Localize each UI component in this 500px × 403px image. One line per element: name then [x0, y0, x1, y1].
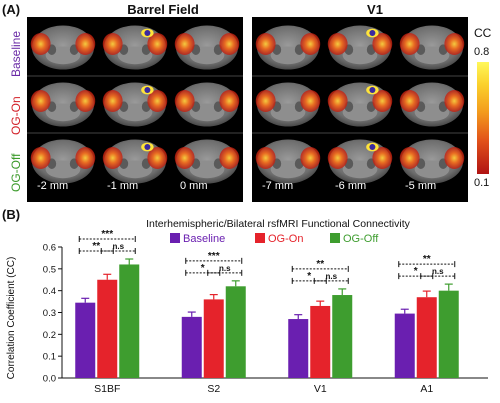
significance-label: n.s [432, 267, 444, 276]
panel-b-label: (B) [2, 207, 21, 222]
y-axis-label: Correlation Coefficient (CC) [6, 257, 17, 380]
bf-slice-r1-c1 [30, 25, 96, 70]
depth-label-bf-1: -2 mm [37, 180, 69, 192]
barrel-field-mri-grid [27, 17, 243, 202]
x-tick-label-s2: S2 [207, 383, 220, 395]
v1-mri-grid [252, 17, 468, 202]
significance-label: *** [101, 229, 113, 240]
bar-og-off-s2 [225, 286, 246, 378]
bf-slice-r3-c3 [174, 139, 240, 184]
colorbar-min-label: 0.1 [474, 177, 490, 189]
depth-label-bf-2: -1 mm [107, 180, 139, 192]
y-tick-label: 0.6 [43, 243, 56, 254]
bf-slice-r1-c3 [174, 25, 240, 70]
barrel-field-title: Barrel Field [127, 2, 199, 17]
v1-title: V1 [367, 2, 383, 17]
bar-og-off-v1 [332, 295, 353, 378]
significance-label: ** [92, 241, 100, 252]
row-label-og-off: OG-Off [9, 153, 23, 192]
bar-baseline-s1bf [75, 302, 96, 378]
v1-slice-r2-c3 [399, 82, 465, 127]
connectivity-bar-chart: Interhemispheric/Bilateral rsfMRI Functi… [6, 218, 488, 395]
bar-baseline-s2 [181, 316, 202, 378]
bf-slice-r3-c1 [30, 139, 96, 184]
significance-label: ** [423, 254, 431, 265]
bar-og-on-s2 [203, 299, 224, 378]
legend-swatch-og-on [255, 233, 265, 243]
v1-slice-r2-c2 [327, 82, 393, 127]
legend-label-og-on: OG-On [268, 233, 303, 245]
row-label-baseline: Baseline [9, 30, 23, 77]
bar-baseline-v1 [288, 319, 309, 378]
significance-label: n.s [112, 242, 124, 251]
significance-label: * [201, 263, 205, 274]
significance-label: n.s [219, 264, 231, 273]
depth-label-v1-3: -5 mm [405, 180, 437, 192]
depth-label-bf-3: 0 mm [180, 180, 208, 192]
y-tick-label: 0.4 [43, 286, 56, 297]
bar-og-off-s1bf [119, 264, 140, 378]
x-tick-label-s1bf: S1BF [94, 383, 120, 395]
chart-title: Interhemispheric/Bilateral rsfMRI Functi… [146, 218, 411, 230]
panel-a-label: (A) [2, 2, 21, 17]
y-tick-label: 0.5 [43, 264, 56, 275]
bf-slice-r1-c2 [102, 25, 168, 70]
v1-slice-r3-c3 [399, 139, 465, 184]
legend-swatch-baseline [170, 233, 180, 243]
bar-og-on-s1bf [97, 279, 118, 378]
y-tick-label: 0.2 [43, 330, 56, 341]
v1-slice-r1-c2 [327, 25, 393, 70]
x-tick-label-a1: A1 [420, 383, 433, 395]
bar-og-on-a1 [416, 297, 437, 378]
v1-slice-r3-c2 [327, 139, 393, 184]
significance-label: *** [208, 251, 220, 262]
y-tick-label: 0.0 [43, 374, 56, 385]
significance-label: n.s [325, 272, 337, 281]
row-label-og-on: OG-On [9, 96, 23, 135]
depth-label-v1-2: -6 mm [335, 180, 367, 192]
significance-label: * [307, 271, 311, 282]
colorbar-max-label: 0.8 [474, 46, 490, 58]
colorbar [477, 62, 489, 174]
colorbar-title: CC [474, 26, 492, 40]
legend-label-baseline: Baseline [183, 233, 225, 245]
y-tick-label: 0.3 [43, 308, 56, 319]
v1-slice-r1-c3 [399, 25, 465, 70]
significance-label: ** [316, 259, 324, 270]
bf-slice-r2-c2 [102, 82, 168, 127]
significance-label: * [414, 266, 418, 277]
v1-slice-r3-c1 [255, 139, 321, 184]
v1-slice-r2-c1 [255, 82, 321, 127]
y-tick-label: 0.1 [43, 352, 56, 363]
bf-slice-r3-c2 [102, 139, 168, 184]
legend-label-og-off: OG-Off [343, 233, 379, 245]
bf-slice-r2-c3 [174, 82, 240, 127]
bar-baseline-a1 [394, 313, 415, 378]
depth-label-v1-1: -7 mm [262, 180, 294, 192]
bar-og-on-v1 [310, 305, 331, 378]
v1-slice-r1-c1 [255, 25, 321, 70]
x-tick-label-v1: V1 [314, 383, 327, 395]
legend-swatch-og-off [330, 233, 340, 243]
bar-og-off-a1 [438, 290, 459, 378]
bf-slice-r2-c1 [30, 82, 96, 127]
